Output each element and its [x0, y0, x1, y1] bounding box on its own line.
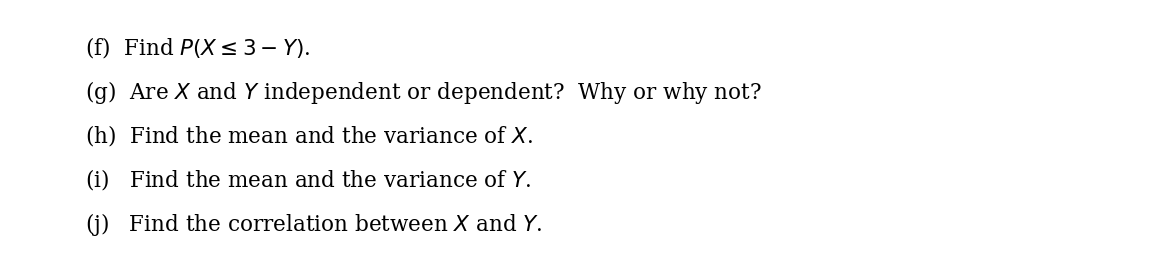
- Text: (i)   Find the mean and the variance of $Y$.: (i) Find the mean and the variance of $Y…: [85, 167, 531, 192]
- Text: (j)   Find the correlation between $X$ and $Y$.: (j) Find the correlation between $X$ and…: [85, 211, 543, 238]
- Text: (g)  Are $X$ and $Y$ independent or dependent?  Why or why not?: (g) Are $X$ and $Y$ independent or depen…: [85, 79, 762, 106]
- Text: (h)  Find the mean and the variance of $X$.: (h) Find the mean and the variance of $X…: [85, 123, 534, 148]
- Text: (f)  Find $P(X \leq 3 - Y)$.: (f) Find $P(X \leq 3 - Y)$.: [85, 35, 310, 60]
